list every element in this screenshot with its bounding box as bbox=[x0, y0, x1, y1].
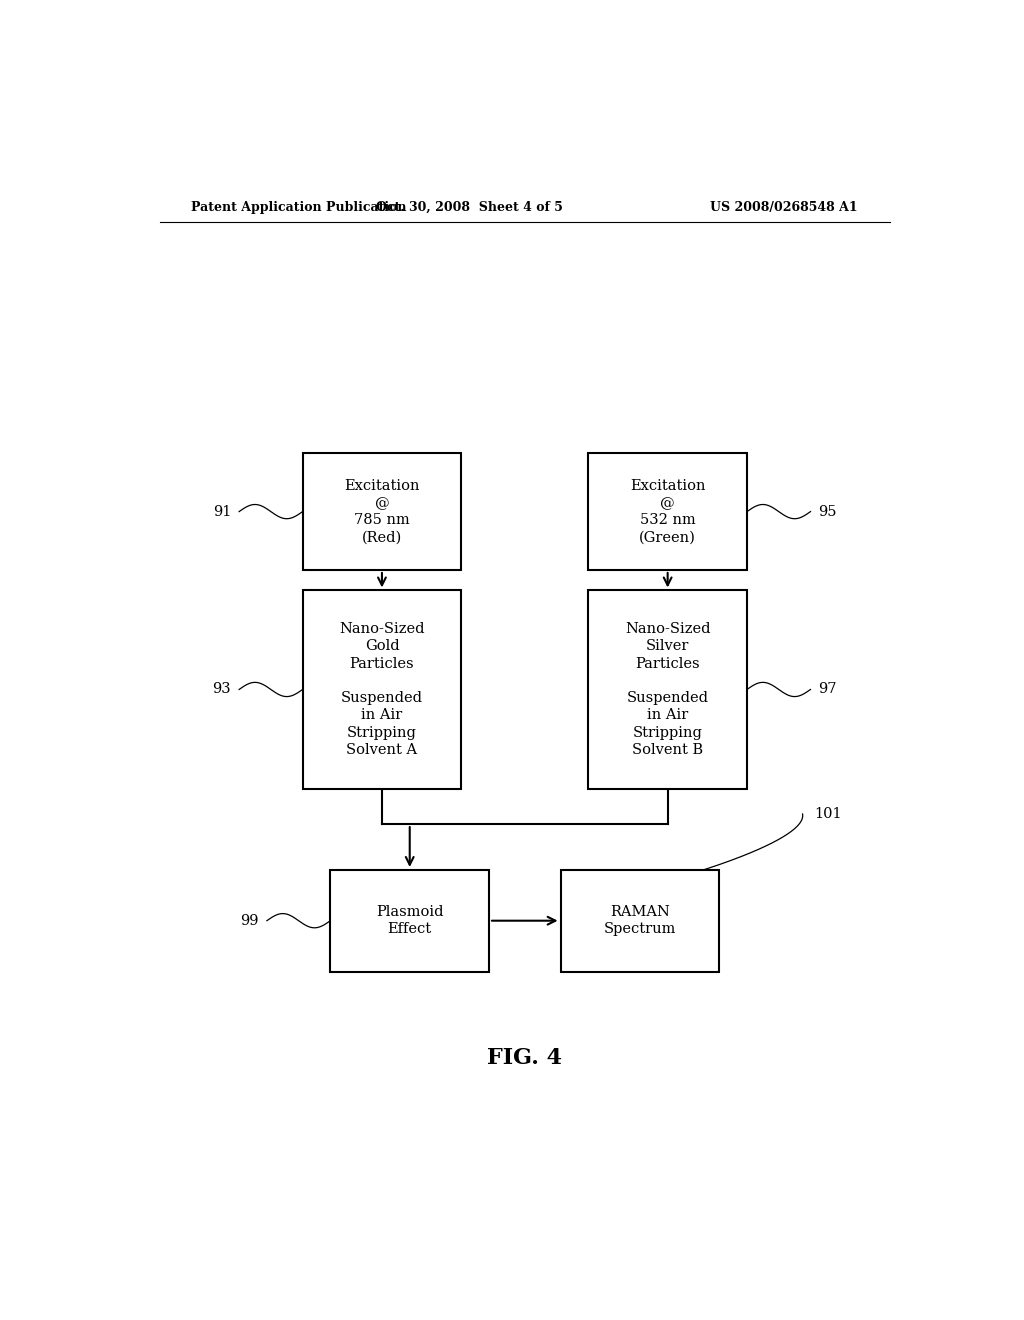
FancyBboxPatch shape bbox=[303, 590, 462, 788]
FancyBboxPatch shape bbox=[331, 870, 489, 972]
Text: Plasmoid
Effect: Plasmoid Effect bbox=[376, 906, 443, 936]
FancyBboxPatch shape bbox=[588, 590, 748, 788]
Text: 97: 97 bbox=[818, 682, 837, 697]
Text: Nano-Sized
Gold
Particles

Suspended
in Air
Stripping
Solvent A: Nano-Sized Gold Particles Suspended in A… bbox=[339, 622, 425, 756]
Text: 91: 91 bbox=[213, 504, 231, 519]
Text: FIG. 4: FIG. 4 bbox=[487, 1047, 562, 1069]
Text: RAMAN
Spectrum: RAMAN Spectrum bbox=[604, 906, 676, 936]
Text: Excitation
@
532 nm
(Green): Excitation @ 532 nm (Green) bbox=[630, 479, 706, 545]
Text: 93: 93 bbox=[213, 682, 231, 697]
FancyBboxPatch shape bbox=[303, 453, 462, 570]
FancyBboxPatch shape bbox=[560, 870, 719, 972]
Text: US 2008/0268548 A1: US 2008/0268548 A1 bbox=[711, 201, 858, 214]
Text: Oct. 30, 2008  Sheet 4 of 5: Oct. 30, 2008 Sheet 4 of 5 bbox=[376, 201, 562, 214]
Text: Nano-Sized
Silver
Particles

Suspended
in Air
Stripping
Solvent B: Nano-Sized Silver Particles Suspended in… bbox=[625, 622, 711, 756]
Text: 95: 95 bbox=[818, 504, 837, 519]
Text: Patent Application Publication: Patent Application Publication bbox=[191, 201, 407, 214]
Text: Excitation
@
785 nm
(Red): Excitation @ 785 nm (Red) bbox=[344, 479, 420, 545]
Text: 99: 99 bbox=[241, 913, 259, 928]
FancyBboxPatch shape bbox=[588, 453, 748, 570]
Text: 101: 101 bbox=[814, 807, 842, 821]
